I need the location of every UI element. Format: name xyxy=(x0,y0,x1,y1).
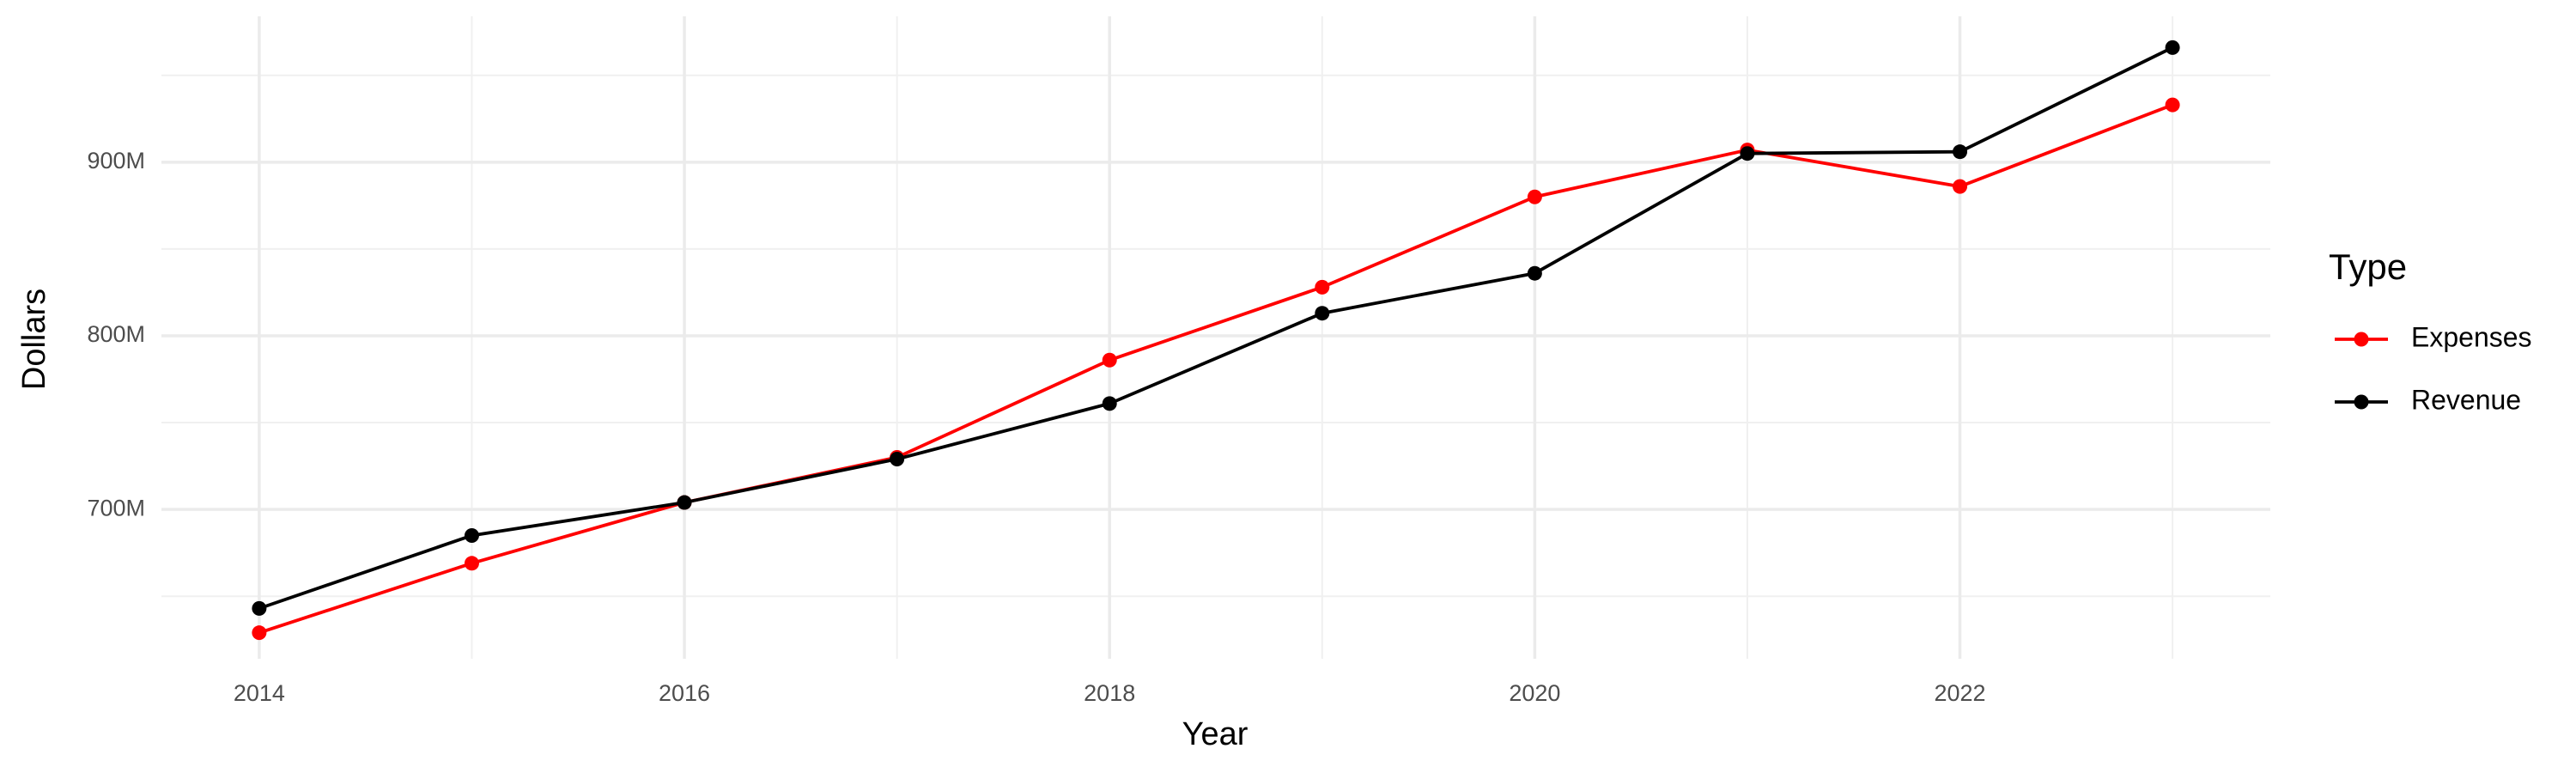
data-point xyxy=(1315,306,1330,321)
data-point xyxy=(1527,189,1542,204)
data-point xyxy=(1527,265,1542,281)
data-point xyxy=(1315,279,1330,295)
y-tick-label: 700M xyxy=(87,495,145,520)
x-tick-label: 2014 xyxy=(234,680,285,706)
data-point xyxy=(464,527,479,543)
x-tick-label: 2018 xyxy=(1084,680,1135,706)
data-point xyxy=(1102,352,1117,368)
data-point xyxy=(1953,179,1968,194)
x-tick-label: 2022 xyxy=(1934,680,1985,706)
data-point xyxy=(464,556,479,571)
data-point xyxy=(2165,40,2180,55)
legend-title: Type xyxy=(2329,247,2407,287)
data-point xyxy=(677,495,692,510)
data-point xyxy=(252,600,267,616)
x-tick-label: 2016 xyxy=(659,680,710,706)
data-point xyxy=(1102,396,1117,411)
y-axis-title: Dollars xyxy=(16,289,52,390)
legend-point xyxy=(2354,332,2369,347)
data-point xyxy=(1740,146,1755,161)
y-tick-label: 800M xyxy=(87,321,145,347)
legend-point xyxy=(2354,394,2369,410)
x-axis-title: Year xyxy=(1182,716,1249,752)
data-point xyxy=(1953,144,1968,160)
x-tick-label: 2020 xyxy=(1509,680,1560,706)
legend-label: Expenses xyxy=(2411,321,2532,352)
data-point xyxy=(890,452,905,467)
legend-label: Revenue xyxy=(2411,384,2521,415)
y-tick-label: 900M xyxy=(87,148,145,173)
series-line xyxy=(258,103,2173,635)
data-point xyxy=(2165,97,2180,113)
series-line xyxy=(258,46,2173,611)
data-point xyxy=(252,625,267,641)
